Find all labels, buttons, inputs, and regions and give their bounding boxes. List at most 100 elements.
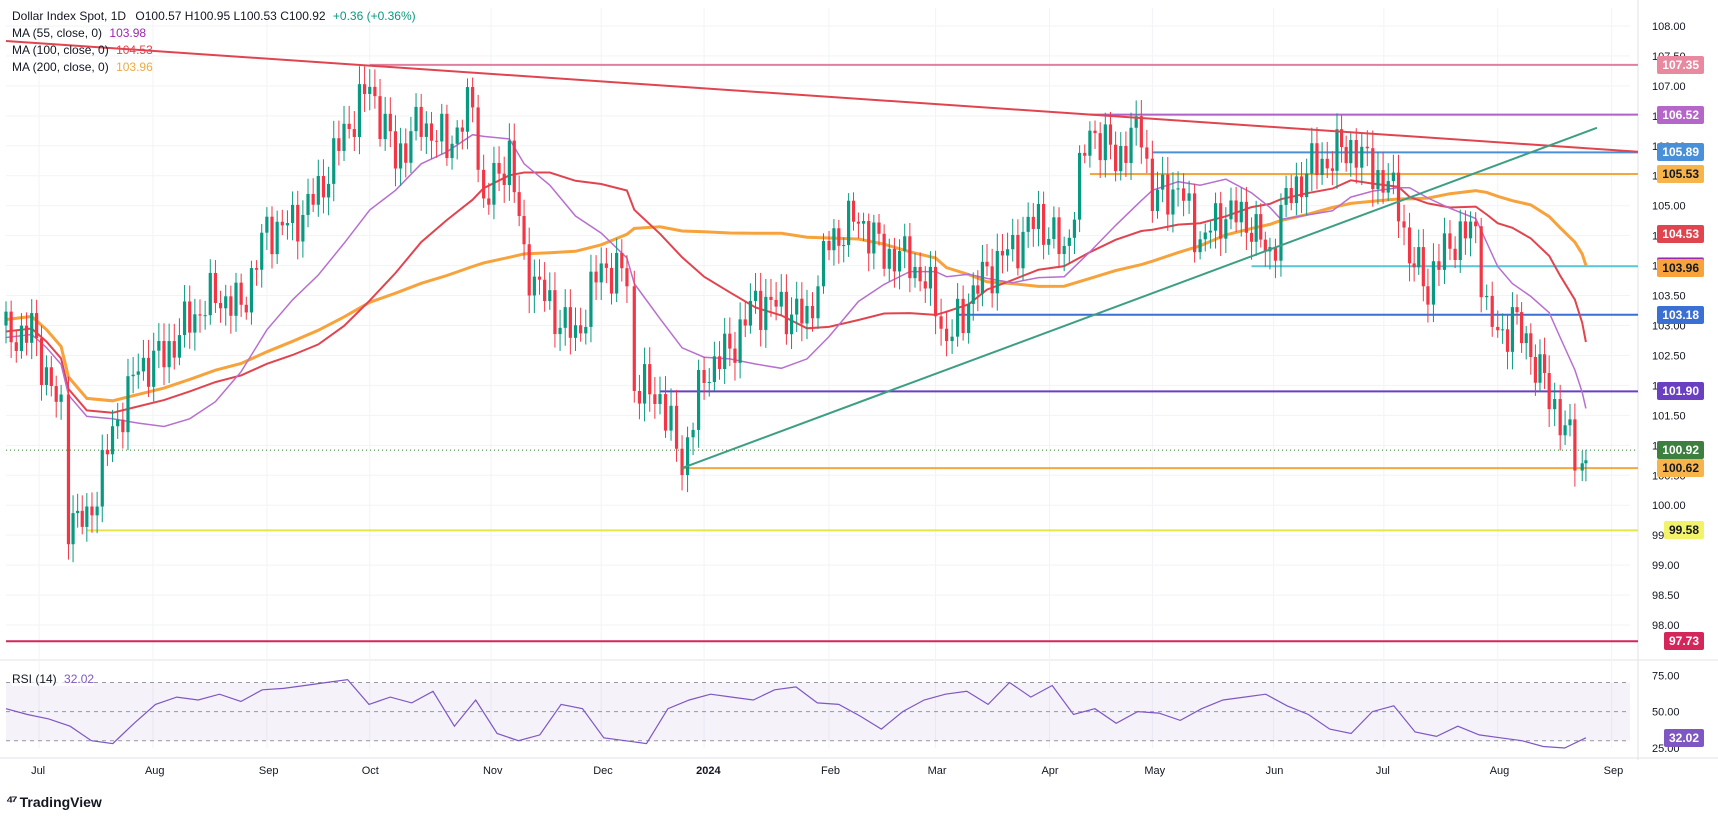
tradingview-logo[interactable]: ⁴⁷ TradingView xyxy=(6,793,102,810)
candle-body xyxy=(131,374,135,377)
candle-body xyxy=(1224,219,1228,239)
legend-ma55[interactable]: MA (55, close, 0) 103.98 xyxy=(12,25,416,42)
candle-body xyxy=(1533,356,1537,383)
candle-body xyxy=(1155,189,1160,212)
x-tick-label: Jul xyxy=(1376,765,1390,777)
rsi-label: RSI (14) xyxy=(12,672,57,686)
candle-body xyxy=(956,298,960,337)
candle-body xyxy=(522,216,526,245)
candle-body xyxy=(4,311,8,326)
candle-body xyxy=(810,305,815,319)
brand-label: TradingView xyxy=(19,793,102,810)
candle-body xyxy=(1490,295,1494,327)
candle-body xyxy=(337,138,341,151)
y-tick-label: 98.00 xyxy=(1652,620,1680,632)
candle-body xyxy=(24,325,29,343)
candle-body xyxy=(49,367,53,387)
candle-body xyxy=(507,140,511,185)
candle-body xyxy=(224,296,228,309)
candle-body xyxy=(1000,250,1005,256)
candle-body xyxy=(471,87,475,108)
candle-body xyxy=(723,333,727,369)
candle-body xyxy=(213,272,218,303)
price-tag: 100.92 xyxy=(1657,441,1704,460)
candle-body xyxy=(832,228,836,251)
candle-body xyxy=(357,84,362,138)
candle-body xyxy=(455,127,459,144)
candle-body xyxy=(748,300,752,326)
candle-body xyxy=(440,113,444,142)
candle-body xyxy=(1259,214,1263,240)
candle-body xyxy=(1330,168,1334,171)
candle-body xyxy=(172,341,176,358)
candle-body xyxy=(1234,200,1238,223)
candle-body xyxy=(933,266,938,317)
candle-body xyxy=(1176,188,1180,190)
x-tick-label: Dec xyxy=(593,765,613,777)
candle-body xyxy=(1161,174,1165,190)
change-value: +0.36 (+0.36%) xyxy=(332,9,416,23)
candle-body xyxy=(19,325,24,352)
candle-body xyxy=(995,250,999,294)
candle-body xyxy=(1062,245,1066,255)
candle-body xyxy=(1011,234,1015,250)
candle-body xyxy=(450,143,454,159)
candle-body xyxy=(800,298,804,324)
candle-body xyxy=(1505,329,1510,352)
candle-body xyxy=(95,506,99,516)
rsi-line xyxy=(5,678,1587,749)
candle-body xyxy=(254,268,259,270)
candle-body xyxy=(497,162,501,174)
candle-body xyxy=(35,313,39,339)
candle-body xyxy=(1448,233,1452,249)
candle-body xyxy=(653,394,657,404)
candle-body xyxy=(1273,247,1278,261)
candle-body xyxy=(632,286,636,391)
candle-body xyxy=(604,263,608,268)
candle-body xyxy=(712,356,716,383)
candle-body xyxy=(71,513,75,545)
y-tick-label: 105.00 xyxy=(1652,201,1686,213)
candle-body xyxy=(856,221,861,224)
tradingview-logo-icon: ⁴⁷ xyxy=(6,793,18,810)
candle-body xyxy=(648,364,652,395)
candle-body xyxy=(301,214,305,242)
candle-body xyxy=(1325,158,1329,169)
candle-body xyxy=(1417,247,1421,268)
candle-body xyxy=(1193,193,1197,253)
candle-body xyxy=(1203,232,1207,240)
candle-body xyxy=(1547,373,1551,410)
candle-body xyxy=(126,376,130,433)
chart-legend: Dollar Index Spot, 1D O100.57 H100.95 L1… xyxy=(12,8,416,76)
candle-body xyxy=(944,328,949,342)
price-tag: 99.58 xyxy=(1663,521,1704,540)
candle-body xyxy=(487,198,491,205)
x-tick-label: Sep xyxy=(1604,765,1624,777)
price-tag: 105.53 xyxy=(1657,164,1704,183)
price-tag: 100.62 xyxy=(1657,459,1704,478)
candle-body xyxy=(827,240,831,251)
candle-body xyxy=(609,267,614,294)
legend-ma100[interactable]: MA (100, close, 0) 104.53 xyxy=(12,42,416,59)
price-tag: 103.18 xyxy=(1657,305,1704,324)
candle-body xyxy=(239,282,243,305)
candle-body xyxy=(1573,419,1577,471)
candle-body xyxy=(1524,333,1528,344)
candle-body xyxy=(136,371,140,375)
candle-body xyxy=(44,367,49,385)
x-tick-label: Jul xyxy=(31,765,45,777)
candle-body xyxy=(1198,239,1202,253)
candle-body xyxy=(270,216,274,255)
candle-body xyxy=(779,291,783,307)
candle-body xyxy=(157,340,161,351)
candle-body xyxy=(1391,172,1395,182)
candle-body xyxy=(548,290,552,302)
candle-body xyxy=(1031,216,1035,229)
legend-ma200[interactable]: MA (200, close, 0) 103.96 xyxy=(12,59,416,76)
candle-body xyxy=(249,268,254,313)
candle-body xyxy=(424,123,428,137)
candle-body xyxy=(702,369,706,383)
candle-body xyxy=(393,131,398,169)
candle-body xyxy=(1381,170,1385,193)
